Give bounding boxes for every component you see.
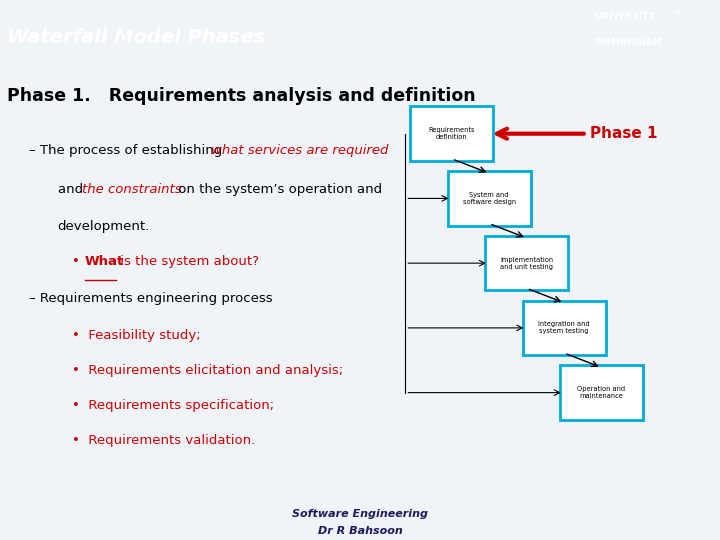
FancyBboxPatch shape bbox=[485, 236, 568, 291]
FancyBboxPatch shape bbox=[448, 171, 531, 226]
Text: – The process of establishing: – The process of establishing bbox=[29, 144, 226, 157]
Text: •: • bbox=[72, 255, 80, 268]
Text: •  Feasibility study;: • Feasibility study; bbox=[72, 329, 201, 342]
Text: Software Engineering: Software Engineering bbox=[292, 509, 428, 519]
FancyBboxPatch shape bbox=[523, 301, 606, 355]
Text: Implementation
and unit testing: Implementation and unit testing bbox=[500, 256, 553, 269]
Text: •  Requirements specification;: • Requirements specification; bbox=[72, 400, 274, 413]
Text: ᴿ: ᴿ bbox=[675, 12, 679, 18]
Text: what services are required: what services are required bbox=[211, 144, 388, 157]
Text: Operation and
maintenance: Operation and maintenance bbox=[577, 386, 626, 399]
Text: UNIVERSITY: UNIVERSITY bbox=[594, 12, 655, 21]
Text: Integration and
system testing: Integration and system testing bbox=[539, 321, 590, 334]
Text: Requirements
definition: Requirements definition bbox=[428, 127, 475, 140]
Text: Phase 1.   Requirements analysis and definition: Phase 1. Requirements analysis and defin… bbox=[7, 86, 476, 105]
Text: Dr R Bahsoon: Dr R Bahsoon bbox=[318, 525, 402, 536]
Text: and: and bbox=[58, 183, 87, 196]
Text: the constraints: the constraints bbox=[82, 183, 181, 196]
FancyBboxPatch shape bbox=[560, 365, 643, 420]
Text: Phase 1: Phase 1 bbox=[590, 126, 658, 141]
Text: System and
software design: System and software design bbox=[463, 192, 516, 205]
Text: •  Requirements elicitation and analysis;: • Requirements elicitation and analysis; bbox=[72, 364, 343, 377]
Text: on the system’s operation and: on the system’s operation and bbox=[174, 183, 382, 196]
Text: development.: development. bbox=[58, 220, 150, 233]
Text: Waterfall Model Phases: Waterfall Model Phases bbox=[7, 28, 266, 46]
Text: BIRMINGHAM: BIRMINGHAM bbox=[594, 38, 662, 46]
Text: •  Requirements validation.: • Requirements validation. bbox=[72, 434, 256, 448]
FancyBboxPatch shape bbox=[410, 106, 493, 161]
Text: What: What bbox=[85, 255, 125, 268]
Text: – Requirements engineering process: – Requirements engineering process bbox=[29, 292, 272, 305]
Text: is the system about?: is the system about? bbox=[116, 255, 259, 268]
